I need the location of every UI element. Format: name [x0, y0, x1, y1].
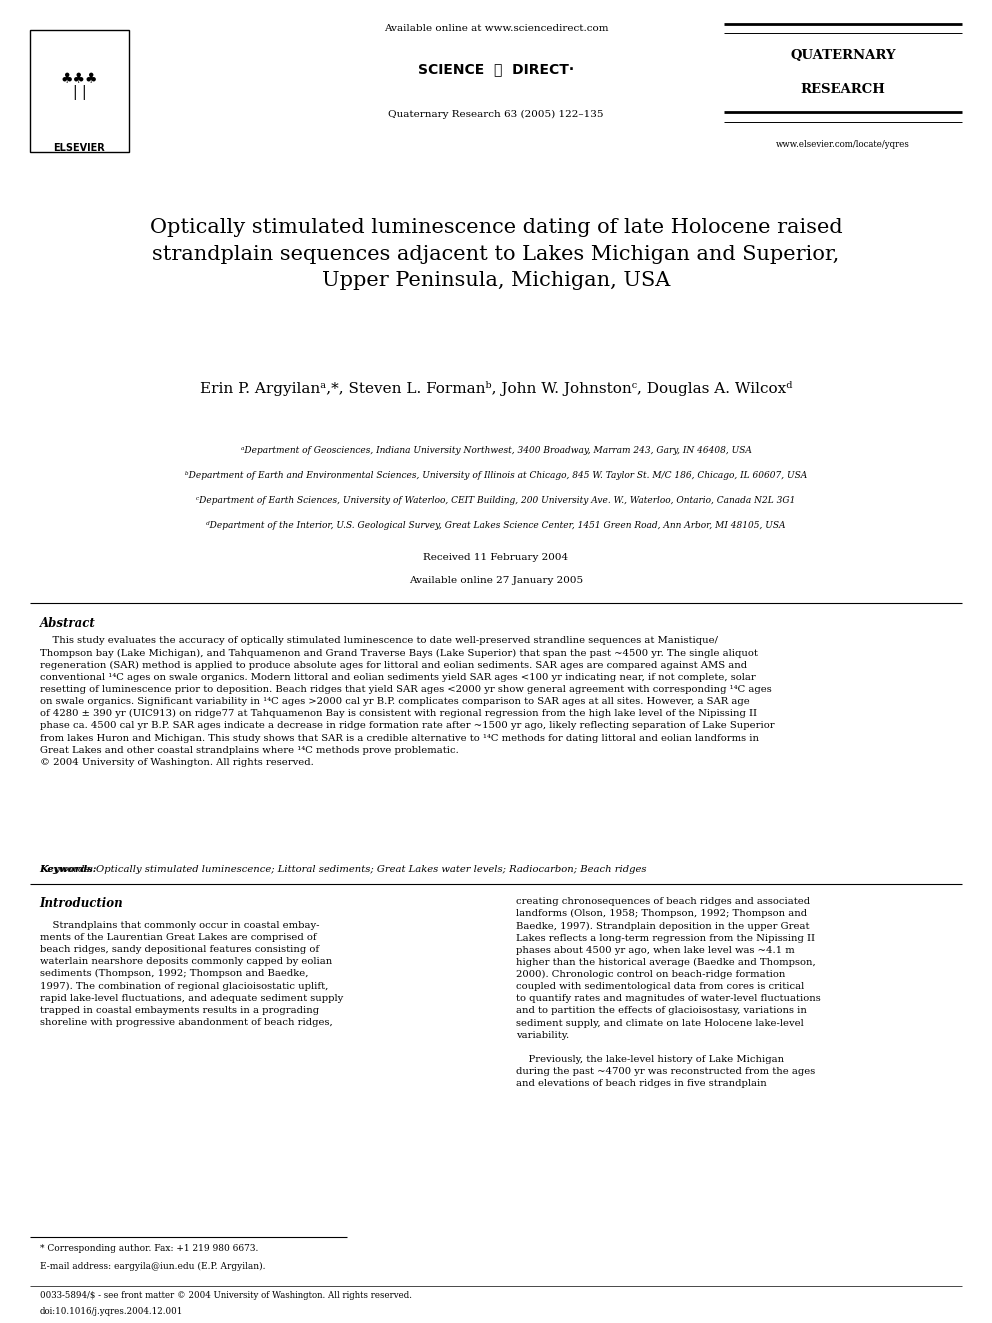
Text: Abstract: Abstract — [40, 617, 95, 630]
Text: creating chronosequences of beach ridges and associated
landforms (Olson, 1958; : creating chronosequences of beach ridges… — [516, 897, 820, 1088]
Text: Optically stimulated luminescence dating of late Holocene raised
strandplain seq: Optically stimulated luminescence dating… — [150, 218, 842, 290]
Text: Received 11 February 2004: Received 11 February 2004 — [424, 553, 568, 562]
Text: www.elsevier.com/locate/yqres: www.elsevier.com/locate/yqres — [777, 140, 910, 149]
Text: Keywords: Optically stimulated luminescence; Littoral sediments; Great Lakes wat: Keywords: Optically stimulated luminesce… — [40, 865, 646, 875]
Text: ᵇDepartment of Earth and Environmental Sciences, University of Illinois at Chica: ᵇDepartment of Earth and Environmental S… — [185, 471, 807, 480]
Text: Available online at www.sciencedirect.com: Available online at www.sciencedirect.co… — [384, 24, 608, 33]
Text: ᵃDepartment of Geosciences, Indiana University Northwest, 3400 Broadway, Marram : ᵃDepartment of Geosciences, Indiana Univ… — [241, 446, 751, 455]
Text: ELSEVIER: ELSEVIER — [54, 143, 105, 153]
Text: Keywords:: Keywords: — [40, 865, 97, 875]
Text: * Corresponding author. Fax: +1 219 980 6673.: * Corresponding author. Fax: +1 219 980 … — [40, 1244, 258, 1253]
Text: ♣♣♣
| |: ♣♣♣ | | — [61, 71, 98, 101]
Text: 0033-5894/$ - see front matter © 2004 University of Washington. All rights reser: 0033-5894/$ - see front matter © 2004 Un… — [40, 1291, 412, 1301]
Text: QUATERNARY: QUATERNARY — [791, 49, 896, 62]
Text: RESEARCH: RESEARCH — [801, 83, 886, 97]
Text: E-mail address: eargyila@iun.edu (E.P. Argyilan).: E-mail address: eargyila@iun.edu (E.P. A… — [40, 1262, 265, 1271]
Text: This study evaluates the accuracy of optically stimulated luminescence to date w: This study evaluates the accuracy of opt… — [40, 636, 775, 767]
Bar — [30, 30, 129, 152]
Text: Erin P. Argyilanᵃ,*, Steven L. Formanᵇ, John W. Johnstonᶜ, Douglas A. Wilcoxᵈ: Erin P. Argyilanᵃ,*, Steven L. Formanᵇ, … — [199, 381, 793, 396]
Text: Strandplains that commonly occur in coastal embay-
ments of the Laurentian Great: Strandplains that commonly occur in coas… — [40, 921, 343, 1027]
Text: ᵈDepartment of the Interior, U.S. Geological Survey, Great Lakes Science Center,: ᵈDepartment of the Interior, U.S. Geolog… — [206, 521, 786, 531]
Text: SCIENCE  ⓓ  DIRECT·: SCIENCE ⓓ DIRECT· — [418, 62, 574, 77]
Text: ᶜDepartment of Earth Sciences, University of Waterloo, CEIT Building, 200 Univer: ᶜDepartment of Earth Sciences, Universit… — [196, 496, 796, 505]
Text: Available online 27 January 2005: Available online 27 January 2005 — [409, 576, 583, 585]
Text: Quaternary Research 63 (2005) 122–135: Quaternary Research 63 (2005) 122–135 — [388, 110, 604, 119]
Text: Introduction: Introduction — [40, 897, 123, 910]
Text: doi:10.1016/j.yqres.2004.12.001: doi:10.1016/j.yqres.2004.12.001 — [40, 1307, 184, 1316]
